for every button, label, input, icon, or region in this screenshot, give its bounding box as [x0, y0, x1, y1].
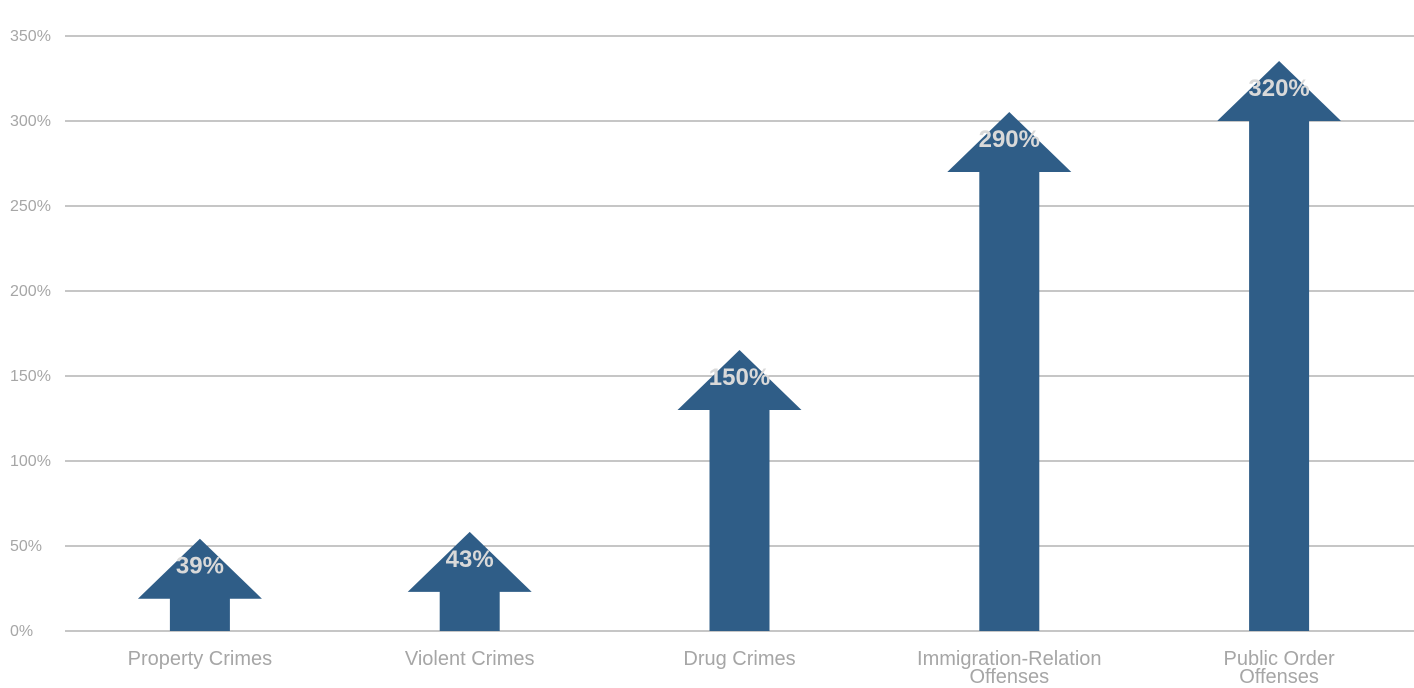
x-category-label: Public Order — [1224, 648, 1335, 670]
arrow-bar — [137, 538, 262, 631]
arrow-bars — [137, 61, 1342, 631]
y-tick-label: 50% — [10, 538, 42, 555]
y-tick-label: 0% — [10, 623, 33, 640]
x-category-label: Violent Crimes — [405, 648, 535, 670]
arrow-bar — [677, 350, 802, 631]
data-labels: 39% 43% 150% 290% 320% — [176, 75, 1310, 580]
data-label: 320% — [1248, 75, 1309, 102]
data-label: 39% — [176, 553, 224, 580]
x-category-label: Property Crimes — [128, 648, 272, 670]
x-category-label: Offenses — [1239, 666, 1319, 688]
y-tick-label: 100% — [10, 453, 51, 470]
data-label: 150% — [709, 364, 770, 391]
arrow-bar — [947, 112, 1072, 631]
y-axis-ticks: 0% 50% 100% 150% 200% 250% 300% 350% — [10, 28, 51, 640]
y-tick-label: 200% — [10, 283, 51, 300]
x-axis-categories: Property Crimes Violent Crimes Drug Crimes… — [128, 648, 1335, 688]
y-tick-label: 350% — [10, 28, 51, 45]
x-category-label: Drug Crimes — [683, 648, 795, 670]
arrow-bar — [1217, 61, 1342, 631]
arrow-bar — [407, 531, 532, 631]
x-category-label: Immigration-Relation — [917, 648, 1102, 670]
y-tick-label: 300% — [10, 113, 51, 130]
y-tick-label: 150% — [10, 368, 51, 385]
x-category-label: Offenses — [969, 666, 1049, 688]
data-label: 290% — [979, 126, 1040, 153]
y-tick-label: 250% — [10, 198, 51, 215]
data-label: 43% — [446, 546, 494, 573]
